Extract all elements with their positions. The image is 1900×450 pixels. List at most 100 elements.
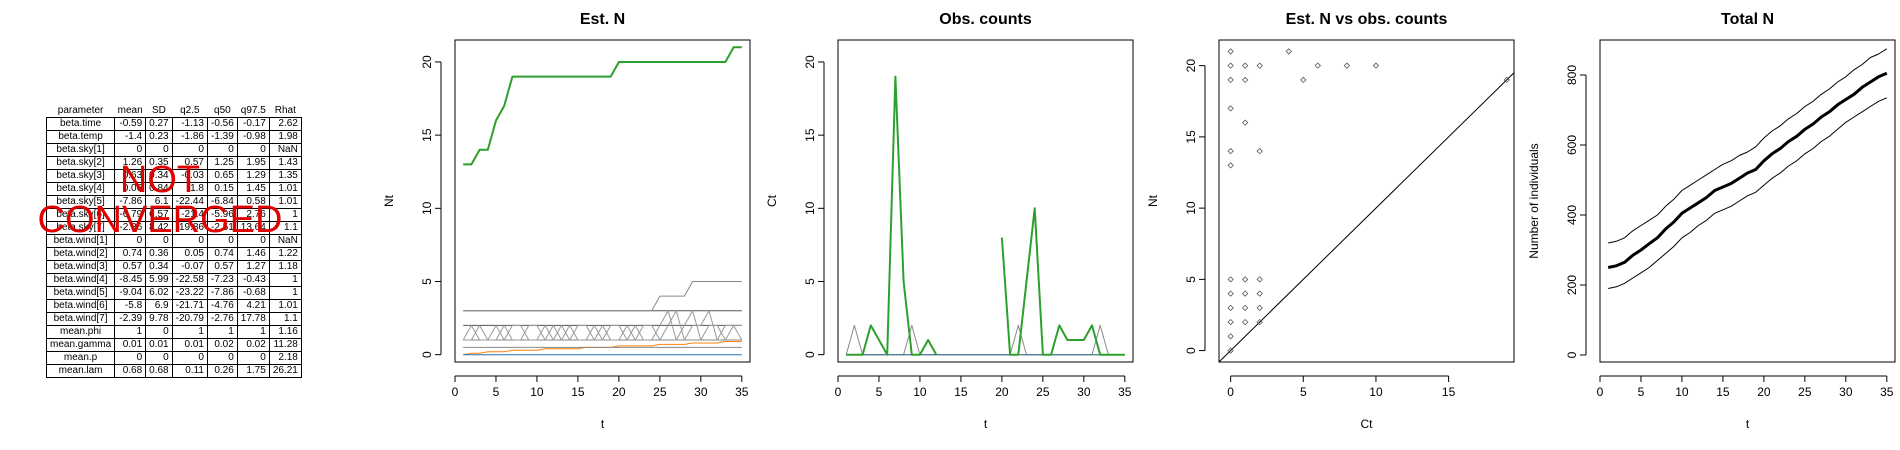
table-row: beta.sky[1] 0 0 0 0 0 NaN [45, 143, 302, 157]
table-row: mean.phi 1 0 1 1 1 1.16 [45, 325, 302, 339]
scatter-point [1314, 62, 1321, 69]
scatter-point [1227, 48, 1234, 55]
scatter-point [1227, 333, 1234, 340]
table-row: mean.gamma 0.01 0.01 0.01 0.02 0.02 11.28 [45, 338, 302, 352]
plot-frame [454, 39, 751, 363]
x-tick-label: 0 [1597, 385, 1604, 399]
table-row: beta.sky[5] -7.86 6.1 -22.44 -6.84 0.58 1.01 [45, 195, 302, 209]
y-tick-label: 20 [803, 55, 817, 69]
x-tick-label: 10 [913, 385, 927, 399]
y-tick-label: 20 [1184, 59, 1198, 73]
chart-title: Est. N vs obs. counts [1286, 11, 1448, 28]
x-tick-label: 5 [1300, 385, 1307, 399]
scatter-point [1256, 276, 1263, 283]
scatter-point [1227, 347, 1234, 354]
x-tick-label: 25 [1036, 385, 1050, 399]
scatter-point [1227, 318, 1234, 326]
scatter-point [1256, 147, 1263, 155]
table-row: beta.temp -1.4 0.23 -1.86 -1.39 -0.98 1.98 [45, 130, 302, 144]
column-header-4: q50 [214, 105, 231, 116]
x-tick-label: 20 [612, 385, 626, 399]
y-tick-label: 200 [1565, 275, 1579, 295]
x-tick-label: 0 [452, 385, 459, 399]
scatter-point [1256, 62, 1263, 69]
y-tick-label: 5 [1184, 276, 1198, 283]
scatter-point [1241, 276, 1249, 283]
table-header-row: parameter mean SD q2.5 q50 q97.5 Rhat [47, 105, 302, 118]
parameter-table: parameter mean SD q2.5 q50 q97.5 Rhat beta.tim… [45, 105, 302, 378]
scatter-point [1503, 76, 1510, 84]
column-header-0: parameter [57, 105, 104, 116]
x-tick-label: 20 [1757, 385, 1771, 399]
x-tick-label: 35 [1880, 385, 1894, 399]
y-tick-label: 0 [1565, 351, 1579, 358]
table-row: beta.wind[5] -9.04 6.02 -23.22 -7.86 -0.68 1 [45, 286, 302, 300]
chart-panel-1: Est. N 0 5 10 15 20 25 30 35 t 0 5 10 15 20 Nt [382, 11, 751, 431]
chart-panel-4: Total N 0 5 10 15 20 25 30 35 t 0 200 400 600 800 Numbe… [1527, 11, 1896, 431]
y-tick-label: 800 [1565, 65, 1579, 85]
x-tick-label: 10 [1369, 385, 1383, 399]
scatter-point [1227, 105, 1234, 112]
series-line-1 [463, 46, 742, 166]
table-row: mean.lam 0.68 0.68 0.11 0.26 1.75 26.21 [45, 364, 302, 378]
column-header-5: q97.5 [240, 105, 266, 116]
y-tick-label: 0 [1184, 347, 1198, 354]
scatter-point [1300, 76, 1307, 84]
x-tick-label: 10 [1675, 385, 1689, 399]
table-row: beta.sky[2] 1.26 0.35 0.57 1.25 1.95 1.43 [45, 156, 302, 170]
x-tick-label: 30 [1839, 385, 1853, 399]
series-line-10 [463, 310, 742, 341]
scatter-point [1285, 48, 1292, 55]
column-header-2: SD [151, 105, 166, 116]
table-row: beta.wind[7] -2.39 9.78 -20.79 -2.76 17.78 1.1 [45, 312, 302, 326]
y-tick-label: 400 [1565, 205, 1579, 225]
x-tick-label: 15 [1442, 385, 1456, 399]
table-row: beta.time -0.59 0.27 -1.13 -0.56 -0.17 2.62 [45, 117, 302, 131]
series-line-3 [1608, 97, 1887, 289]
scatter-point [1241, 62, 1249, 69]
x-tick-label: 30 [694, 385, 708, 399]
scatter-point [1241, 290, 1249, 297]
y-tick-label: 10 [803, 201, 817, 215]
scatter-point [1241, 76, 1249, 84]
x-tick-label: 35 [735, 385, 749, 399]
x-tick-label: 20 [995, 385, 1009, 399]
y-tick-label: 15 [420, 128, 434, 142]
y-axis-label: Ct [765, 194, 779, 207]
scatter-point [1372, 62, 1380, 69]
x-tick-label: 15 [571, 385, 585, 399]
y-tick-label: 20 [420, 55, 434, 69]
y-tick-label: 15 [1184, 130, 1198, 144]
y-tick-label: 10 [1184, 201, 1198, 215]
column-header-3: q2.5 [180, 105, 200, 116]
x-tick-label: 5 [876, 385, 883, 399]
table-row: beta.wind[4] -8.45 5.99 -22.58 -7.23 -0.43 1 [45, 273, 302, 287]
scatter-point [1241, 318, 1249, 326]
series-line-1 [1607, 71, 1888, 269]
x-axis-label: t [601, 417, 605, 431]
scatter-point [1241, 304, 1249, 312]
x-tick-label: 0 [835, 385, 842, 399]
x-tick-label: 30 [1077, 385, 1091, 399]
y-tick-label: 5 [803, 278, 817, 285]
chart-title: Est. N [580, 11, 625, 28]
y-tick-label: 0 [803, 351, 817, 358]
scatter-point [1227, 147, 1234, 155]
scatter-point [1227, 290, 1234, 297]
reference-line [1218, 72, 1515, 363]
y-axis-label: Nt [1146, 194, 1160, 207]
scatter-point [1227, 76, 1234, 84]
chart-panel-3: Est. N vs obs. counts 0 5 10 15 Ct 0 5 10 15 20 Nt [1146, 11, 1515, 431]
chart-title: Obs. counts [939, 11, 1032, 28]
value-cell: 0.68 [145, 364, 173, 378]
series-line-9 [462, 310, 743, 341]
x-axis-label: Ct [1361, 417, 1374, 431]
y-tick-label: 600 [1565, 135, 1579, 155]
x-tick-label: 0 [1227, 385, 1234, 399]
chart-panel-2: Obs. counts 0 5 10 15 20 25 30 35 t 0 5 10 15 20 Ct [765, 11, 1134, 431]
x-tick-label: 10 [530, 385, 544, 399]
x-tick-label: 5 [493, 385, 500, 399]
scatter-point [1227, 62, 1234, 69]
y-tick-label: 10 [420, 201, 434, 215]
